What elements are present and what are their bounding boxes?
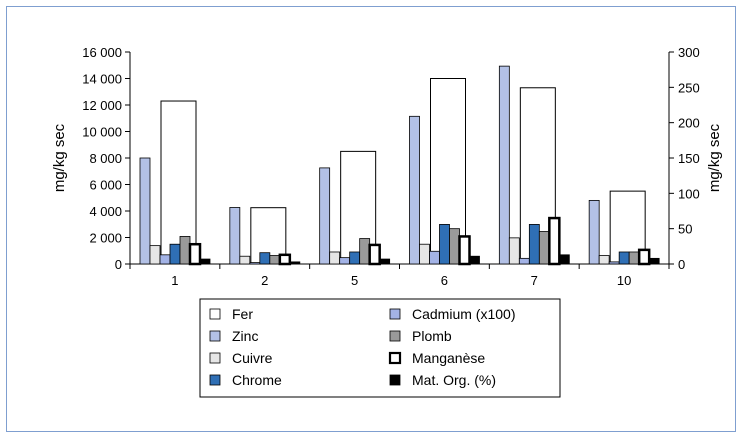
bar-chrome	[618, 251, 630, 265]
bar-zinc	[229, 207, 241, 265]
bar-zinc	[319, 167, 331, 265]
x-tick-label: 1	[171, 273, 178, 288]
chart-frame: 0 2 000 4 000 6 000 8 000 10 000 12 000 14 000 1…	[6, 6, 736, 432]
y-tick-label-right: 250	[678, 80, 700, 95]
legend-box	[199, 298, 561, 398]
bar-cadmium-x100-	[339, 257, 351, 265]
x-tick-label: 2	[261, 273, 268, 288]
bar-fer	[160, 100, 197, 265]
axes: 0 2 000 4 000 6 000 8 000 10 000 12 000 14 000 1…	[82, 45, 699, 288]
legend-label: Zinc	[232, 328, 258, 344]
bar-plomb	[538, 231, 550, 265]
y-tick-label-left: 8 000	[89, 151, 122, 166]
bar-plomb	[269, 255, 281, 265]
legend-swatch	[209, 308, 221, 320]
y-tick-label-right: 200	[678, 116, 700, 131]
bar-cadmium-x100-	[249, 262, 261, 265]
y-axis-label-right: mg/kg sec	[706, 123, 723, 192]
bar-cadmium-x100-	[429, 250, 440, 265]
bar-chrome	[349, 251, 361, 265]
legend-label: Plomb	[412, 328, 452, 344]
legend-label: Manganèse	[412, 350, 485, 366]
bar-mangan-se	[548, 216, 561, 266]
bar-chrome	[439, 224, 450, 265]
bar-chrome	[169, 243, 181, 265]
bar-cadmium-x100-	[608, 261, 620, 265]
legend: Fer Zinc Cuivre Chrome Cadmium (x100) Plomb Ma…	[199, 298, 561, 398]
bar-cuivre	[239, 255, 251, 265]
bar-chrome	[259, 252, 271, 265]
y-tick-label-right: 50	[678, 222, 692, 237]
bar-cadmium-x100-	[518, 257, 530, 265]
bar-zinc	[409, 115, 420, 265]
bar-mangan-se	[368, 243, 381, 266]
bar-cuivre	[508, 237, 520, 265]
y-tick-label-left: 16 000	[82, 45, 122, 60]
legend-label: Chrome	[232, 372, 282, 388]
chart: 0 2 000 4 000 6 000 8 000 10 000 12 000 14 000 1…	[51, 45, 723, 398]
x-tick-label: 6	[441, 273, 448, 288]
y-tick-label-left: 4 000	[89, 204, 122, 219]
bar-chrome	[528, 224, 540, 265]
y-tick-label-left: 14 000	[82, 72, 122, 87]
y-tick-label-left: 0	[115, 257, 122, 272]
bar-mat-org-	[199, 258, 211, 265]
y-tick-label-right: 150	[678, 151, 700, 166]
legend-label: Fer	[232, 306, 253, 322]
x-tick-label: 10	[617, 273, 631, 288]
bar-cuivre	[149, 245, 161, 265]
legend-swatch	[389, 308, 401, 320]
y-tick-label-left: 2 000	[89, 231, 122, 246]
bar-cuivre	[598, 255, 610, 265]
legend-swatch	[209, 374, 221, 386]
bar-cadmium-x100-	[159, 254, 171, 265]
y-tick-label-left: 10 000	[82, 125, 122, 140]
legend-label: Mat. Org. (%)	[412, 372, 496, 388]
bar-mat-org-	[469, 255, 480, 265]
y-tick-label-left: 6 000	[89, 178, 122, 193]
legend-swatch	[209, 352, 221, 364]
x-tick-label: 5	[351, 273, 358, 288]
bar-mangan-se	[458, 235, 471, 266]
y-tick-label-right: 0	[678, 257, 685, 272]
bar-zinc	[139, 157, 151, 265]
x-tick-label: 7	[531, 273, 538, 288]
bar-cuivre	[419, 243, 430, 265]
bar-plomb	[179, 236, 191, 265]
bar-plomb	[449, 228, 460, 265]
y-tick-label-right: 100	[678, 186, 700, 201]
legend-swatch	[389, 330, 401, 342]
legend-swatch	[388, 351, 402, 365]
bar-cuivre	[329, 251, 341, 265]
legend-label: Cadmium (x100)	[412, 306, 515, 322]
bar-plomb	[628, 251, 640, 265]
legend-label: Cuivre	[232, 350, 273, 366]
bar-mangan-se	[637, 248, 651, 266]
bar-zinc	[588, 199, 600, 265]
bar-plomb	[359, 238, 371, 265]
bar-mangan-se	[188, 242, 202, 266]
bar-mangan-se	[278, 253, 292, 266]
bar-mat-org-	[558, 254, 570, 265]
legend-swatch	[389, 374, 401, 386]
y-axis-label-left: mg/kg sec	[51, 123, 68, 192]
bar-mat-org-	[379, 258, 391, 265]
legend-swatch	[209, 330, 221, 342]
bar-zinc	[498, 65, 510, 265]
y-tick-label-right: 300	[678, 45, 700, 60]
bar-mat-org-	[289, 261, 301, 265]
bars	[139, 65, 660, 266]
y-tick-label-left: 12 000	[82, 98, 122, 113]
bar-mat-org-	[648, 257, 660, 265]
